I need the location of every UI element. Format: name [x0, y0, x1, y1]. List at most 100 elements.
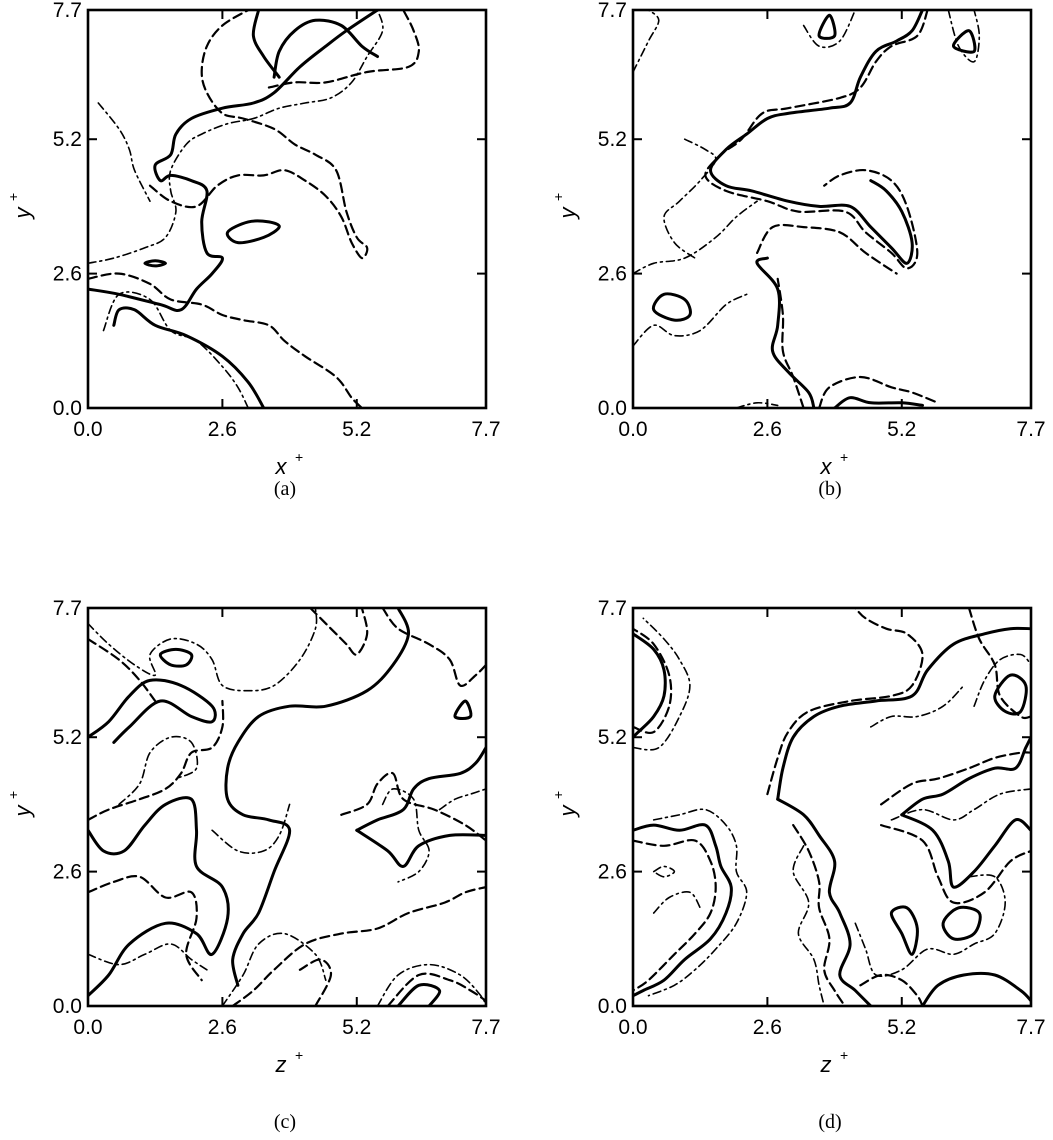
panel-label: (b): [818, 478, 841, 500]
y-axis-label-superscript: +: [5, 791, 21, 799]
contour-dashdot-line: [652, 891, 701, 914]
plot-frame: [631, 8, 1033, 410]
contour-dash-line: [148, 10, 369, 260]
x-tick-label: 0.0: [618, 418, 647, 441]
contour-dash-line: [88, 272, 363, 408]
y-tick-label: 2.6: [598, 263, 627, 286]
contour-solid-line: [633, 632, 667, 739]
contour-dashdot-line: [221, 932, 327, 1006]
contour-solid-line: [900, 735, 1031, 817]
contour-dash-line: [756, 223, 898, 275]
panel-label: (c): [274, 1111, 296, 1133]
contour-dashdot-line: [973, 653, 1031, 707]
contour-solid-line: [889, 905, 919, 956]
contour-lines: [633, 608, 1031, 1006]
contour-solid-line: [88, 10, 379, 312]
plot-frame: [631, 606, 1033, 1008]
contour-solid-line: [396, 983, 442, 1006]
contour-solid-line: [817, 13, 837, 40]
contour-dashdot-line: [735, 401, 779, 408]
y-axis-label: y: [555, 804, 580, 819]
contour-solid-line: [224, 608, 411, 987]
panel-label: (a): [274, 478, 296, 500]
y-tick-label: 5.2: [53, 726, 82, 749]
contour-dashdot-line: [633, 10, 660, 73]
contour-dash-line: [859, 973, 924, 1006]
contour-solid-line: [993, 673, 1028, 716]
contour-dashdot-line: [633, 200, 758, 275]
y-tick-label: 0.0: [53, 397, 82, 420]
contour-solid-line: [355, 828, 486, 868]
x-axis-label: z: [275, 1052, 287, 1077]
contour-solid-line: [88, 796, 230, 998]
contour-dashdot-line: [652, 865, 676, 878]
contour-solid-line: [225, 219, 281, 245]
contour-dashdot-line: [376, 963, 486, 1006]
y-axis-label-superscript: +: [550, 193, 566, 201]
contour-solid-line: [651, 292, 692, 322]
x-tick-label: 7.7: [1016, 1016, 1045, 1039]
contour-solid-line: [251, 10, 281, 79]
contour-dashdot-line: [88, 10, 384, 265]
contour-solid-line: [633, 823, 733, 998]
contour-dashdot-line: [211, 803, 291, 854]
contour-dashdot-line: [102, 291, 249, 408]
contour-dashdot-line: [88, 943, 208, 971]
contour-solid-line: [272, 18, 379, 79]
y-axis-label-superscript: +: [550, 791, 566, 799]
contour-dash-line: [880, 751, 1031, 806]
contour-dashdot-line: [854, 874, 1006, 978]
panel-a: 0.0 2.6 5.2 7.70.02.65.27.7x +y+(a): [5, 0, 501, 500]
contour-solid-line: [921, 971, 1031, 1006]
y-tick-label: 7.7: [598, 597, 627, 620]
x-tick-label: 0.0: [618, 1016, 647, 1039]
contour-dash-line: [381, 608, 486, 688]
y-axis-label: y: [10, 804, 35, 819]
x-tick-label: 7.7: [471, 1016, 500, 1039]
x-tick-label: 2.6: [208, 1016, 237, 1039]
contour-lines: [633, 10, 981, 408]
contour-dashdot-line: [947, 10, 981, 63]
y-tick-label: 7.7: [598, 0, 627, 22]
contour-solid-line: [941, 905, 982, 941]
x-tick-label: 5.2: [887, 418, 916, 441]
contour-dash-line: [231, 886, 486, 1006]
contour-solid-line: [88, 678, 217, 744]
contour-dashdot-line: [381, 788, 430, 883]
x-tick-label: 2.6: [753, 418, 782, 441]
contour-solid-line: [112, 306, 266, 408]
contour-dash-line: [704, 10, 929, 270]
contour-lines: [88, 10, 421, 408]
contour-dash-line: [776, 277, 805, 408]
contour-dash-line: [766, 608, 924, 796]
contour-dashdot-line: [663, 138, 717, 259]
plot-frame: [86, 606, 488, 1008]
x-axis-label: x: [820, 454, 833, 479]
y-tick-label: 7.7: [53, 0, 82, 22]
x-axis-label-superscript: +: [840, 449, 848, 465]
contour-dash-line: [818, 375, 940, 408]
contour-dash-line: [309, 608, 369, 656]
y-tick-label: 5.2: [598, 726, 627, 749]
contour-solid-line: [158, 647, 194, 668]
contour-dashdot-line: [870, 684, 965, 728]
contour-lines: [88, 608, 486, 1006]
y-axis-label: y: [555, 206, 580, 221]
contour-solid-line: [355, 746, 486, 832]
contour-dashdot-line: [88, 608, 318, 692]
contour-dash-line: [88, 875, 203, 982]
contour-dash-line: [298, 958, 333, 1006]
contour-dashdot-line: [118, 735, 199, 806]
contour-dash-line: [340, 771, 486, 842]
x-axis-label-superscript: +: [295, 449, 303, 465]
contour-solid-line: [143, 259, 167, 268]
x-tick-label: 0.0: [73, 418, 102, 441]
y-tick-label: 5.2: [598, 128, 627, 151]
x-tick-label: 2.6: [753, 1016, 782, 1039]
contour-dash-line: [967, 608, 1031, 720]
y-axis-label-group: y+: [5, 193, 35, 221]
y-tick-label: 5.2: [53, 128, 82, 151]
x-tick-label: 7.7: [1016, 418, 1045, 441]
x-tick-label: 2.6: [208, 418, 237, 441]
